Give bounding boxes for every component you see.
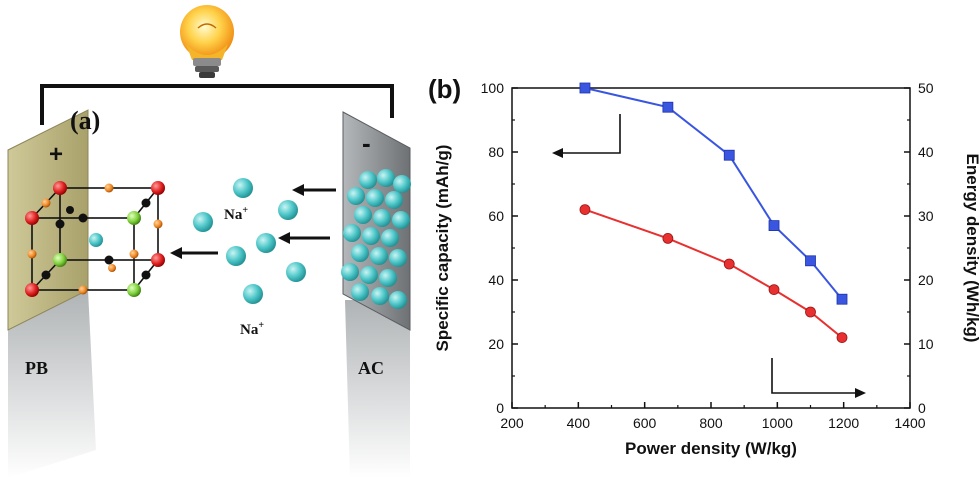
- panel-a-schematic: (a) + - Na+ Na+ PB AC: [7, 5, 411, 478]
- series-line-energy: [584, 208, 843, 339]
- right-axis-indicator-arrow: [771, 358, 866, 398]
- y-right-tick-label: 10: [918, 336, 934, 352]
- y-left-axis-label: Specific capacity (mAh/g): [433, 145, 452, 352]
- energy-point: [723, 258, 735, 270]
- x-tick-label: 400: [567, 415, 591, 431]
- activated-carbon-particles: [341, 169, 411, 309]
- panel-a-label: (a): [70, 106, 100, 135]
- plot-frame: [511, 87, 911, 409]
- y-left-tick-label: 100: [481, 80, 505, 96]
- y-right-axis-label: Energy density (Wh/kg): [963, 154, 980, 343]
- y-right-tick-label: 20: [918, 272, 934, 288]
- y-right-tick-label: 50: [918, 80, 934, 96]
- y-right-tick-label: 0: [918, 400, 926, 416]
- lattice-atoms: [25, 181, 165, 297]
- positive-sign: +: [49, 141, 63, 168]
- y-right-tick-label: 30: [918, 208, 934, 224]
- x-tick-label: 800: [699, 415, 723, 431]
- y-left-tick-label: 60: [488, 208, 504, 224]
- y-left-tick-label: 40: [488, 272, 504, 288]
- x-tick-label: 200: [500, 415, 524, 431]
- pb-electrode-label: PB: [25, 358, 48, 378]
- panel-b-chart: (b) 200 400 600 800 1000 1200 1400 02040608010…: [428, 74, 980, 458]
- x-tick-label: 600: [633, 415, 657, 431]
- ion-flow-arrows: [170, 184, 336, 259]
- y-left-tick-label: 0: [496, 400, 504, 416]
- na-ion-label-bottom: Na+: [240, 320, 264, 338]
- na-ion-label-top: Na+: [224, 205, 248, 223]
- sodium-ions: [193, 178, 306, 304]
- panel-b-label: (b): [428, 74, 461, 104]
- energy-point: [836, 332, 848, 344]
- energy-point: [579, 204, 591, 216]
- capacity-point: [579, 82, 591, 94]
- light-bulb-icon: [180, 5, 234, 78]
- ac-electrode-label: AC: [358, 358, 384, 378]
- series-line-capacity: [584, 87, 843, 300]
- y-right-tick-label: 40: [918, 144, 934, 160]
- pb-plate-shadow: [8, 290, 96, 478]
- capacity-point: [836, 293, 848, 305]
- y-left-tick-label: 20: [488, 336, 504, 352]
- x-tick-label: 1200: [828, 415, 859, 431]
- external-circuit-wire: [40, 84, 394, 125]
- negative-sign: -: [362, 128, 371, 158]
- energy-point: [662, 232, 674, 244]
- x-tick-label: 1400: [894, 415, 925, 431]
- x-axis-label: Power density (W/kg): [625, 439, 797, 458]
- y-left-tick-label: 80: [488, 144, 504, 160]
- left-axis-indicator-arrow: [552, 114, 621, 158]
- energy-point: [768, 284, 780, 296]
- capacity-point: [662, 101, 674, 113]
- capacity-point: [805, 255, 816, 267]
- capacity-point: [723, 149, 735, 161]
- ac-plate-shadow: [345, 300, 410, 478]
- energy-point: [805, 306, 816, 318]
- x-tick-label: 1000: [762, 415, 793, 431]
- capacity-point: [768, 220, 780, 232]
